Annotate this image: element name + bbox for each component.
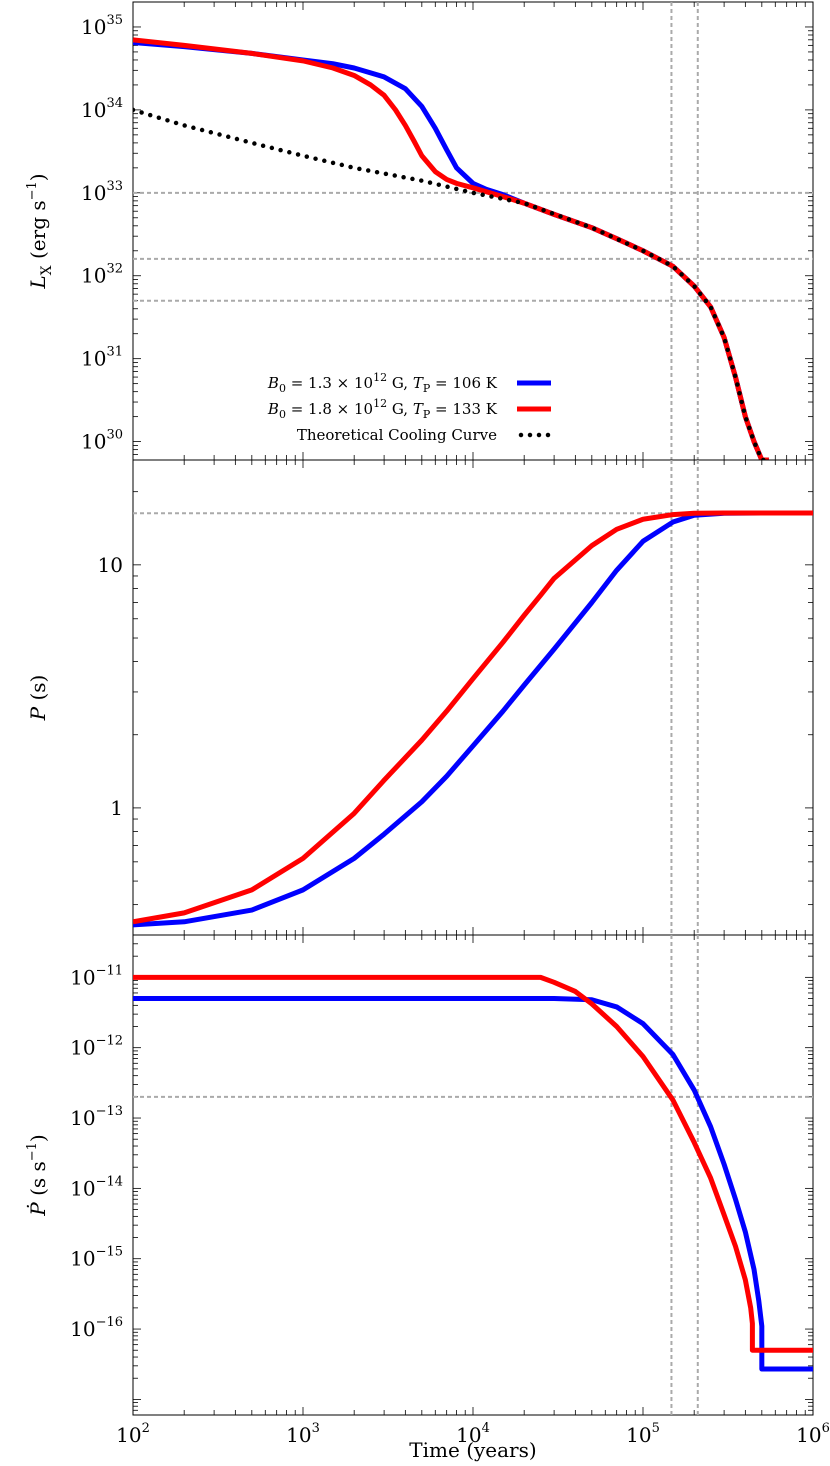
top-y-tick-label: 1031 xyxy=(81,345,123,371)
top-y-tick-label: 1034 xyxy=(81,96,123,122)
top-y-axis-label: LX (erg s−1) xyxy=(25,173,55,289)
top-y-tick-label: 1035 xyxy=(81,13,123,39)
bottom-y-axis-label: Ṗ (s s−1) xyxy=(25,1134,50,1217)
legend-entry-2-label: Theoretical Cooling Curve xyxy=(297,426,497,444)
panel-top: 1030 1031 1032 1033 1034 1035 LX (erg s−1) xyxy=(25,1,814,461)
middle-y-tick-label: 10 xyxy=(98,553,123,577)
bottom-series-0-line xyxy=(133,996,813,1372)
middle-frame xyxy=(132,459,814,936)
legend: B0 = 1.3 × 1012 G, TP = 106 KB0 = 1.8 × … xyxy=(267,371,554,444)
top-y-tick-label: 1032 xyxy=(81,262,123,288)
middle-y-tick-label: 1 xyxy=(110,796,123,820)
legend-entry-0-label: B0 = 1.3 × 1012 G, TP = 106 K xyxy=(267,371,498,395)
top-series-1-line xyxy=(133,37,769,460)
panel-middle: 1 10 P (s) xyxy=(26,459,814,936)
x-tick-label: 104 xyxy=(456,1421,490,1447)
bottom-y-tick-label: 10−11 xyxy=(70,963,123,989)
panel-bottom: 10−16 10−15 10−14 10−13 10−12 10−11 102 103 104 1… xyxy=(25,934,830,1447)
middle-reference-lines xyxy=(133,460,813,935)
x-axis-label: Time (years) xyxy=(409,1438,536,1462)
bottom-reference-lines xyxy=(133,935,813,1415)
bottom-y-ticks xyxy=(133,934,813,1416)
top-x-ticks xyxy=(132,2,814,460)
bottom-y-tick-label: 10−15 xyxy=(70,1245,123,1271)
legend-entry-1-label: B0 = 1.8 × 1012 G, TP = 133 K xyxy=(267,397,498,421)
middle-series-1-line xyxy=(133,510,813,925)
middle-y-ticks xyxy=(133,491,813,936)
top-y-tick-label: 1033 xyxy=(81,179,123,205)
top-series-2-line xyxy=(133,107,772,460)
bottom-y-tick-label: 10−13 xyxy=(70,1104,123,1130)
bottom-y-tick-label: 10−16 xyxy=(70,1315,123,1341)
x-tick-label: 106 xyxy=(796,1421,830,1447)
bottom-x-ticks xyxy=(132,935,814,1415)
middle-series-0-line xyxy=(133,510,813,928)
top-series-0-line xyxy=(133,39,769,460)
bottom-series-1-line xyxy=(133,974,813,1353)
top-y-tick-label: 1030 xyxy=(81,428,123,454)
middle-y-axis-label: P (s) xyxy=(26,675,50,722)
x-tick-label: 105 xyxy=(626,1421,660,1447)
bottom-y-tick-label: 10−14 xyxy=(70,1174,123,1200)
bottom-y-tick-label: 10−12 xyxy=(70,1034,123,1060)
x-tick-label: 102 xyxy=(116,1421,150,1447)
middle-x-ticks xyxy=(132,460,814,935)
x-tick-label: 103 xyxy=(286,1421,320,1447)
